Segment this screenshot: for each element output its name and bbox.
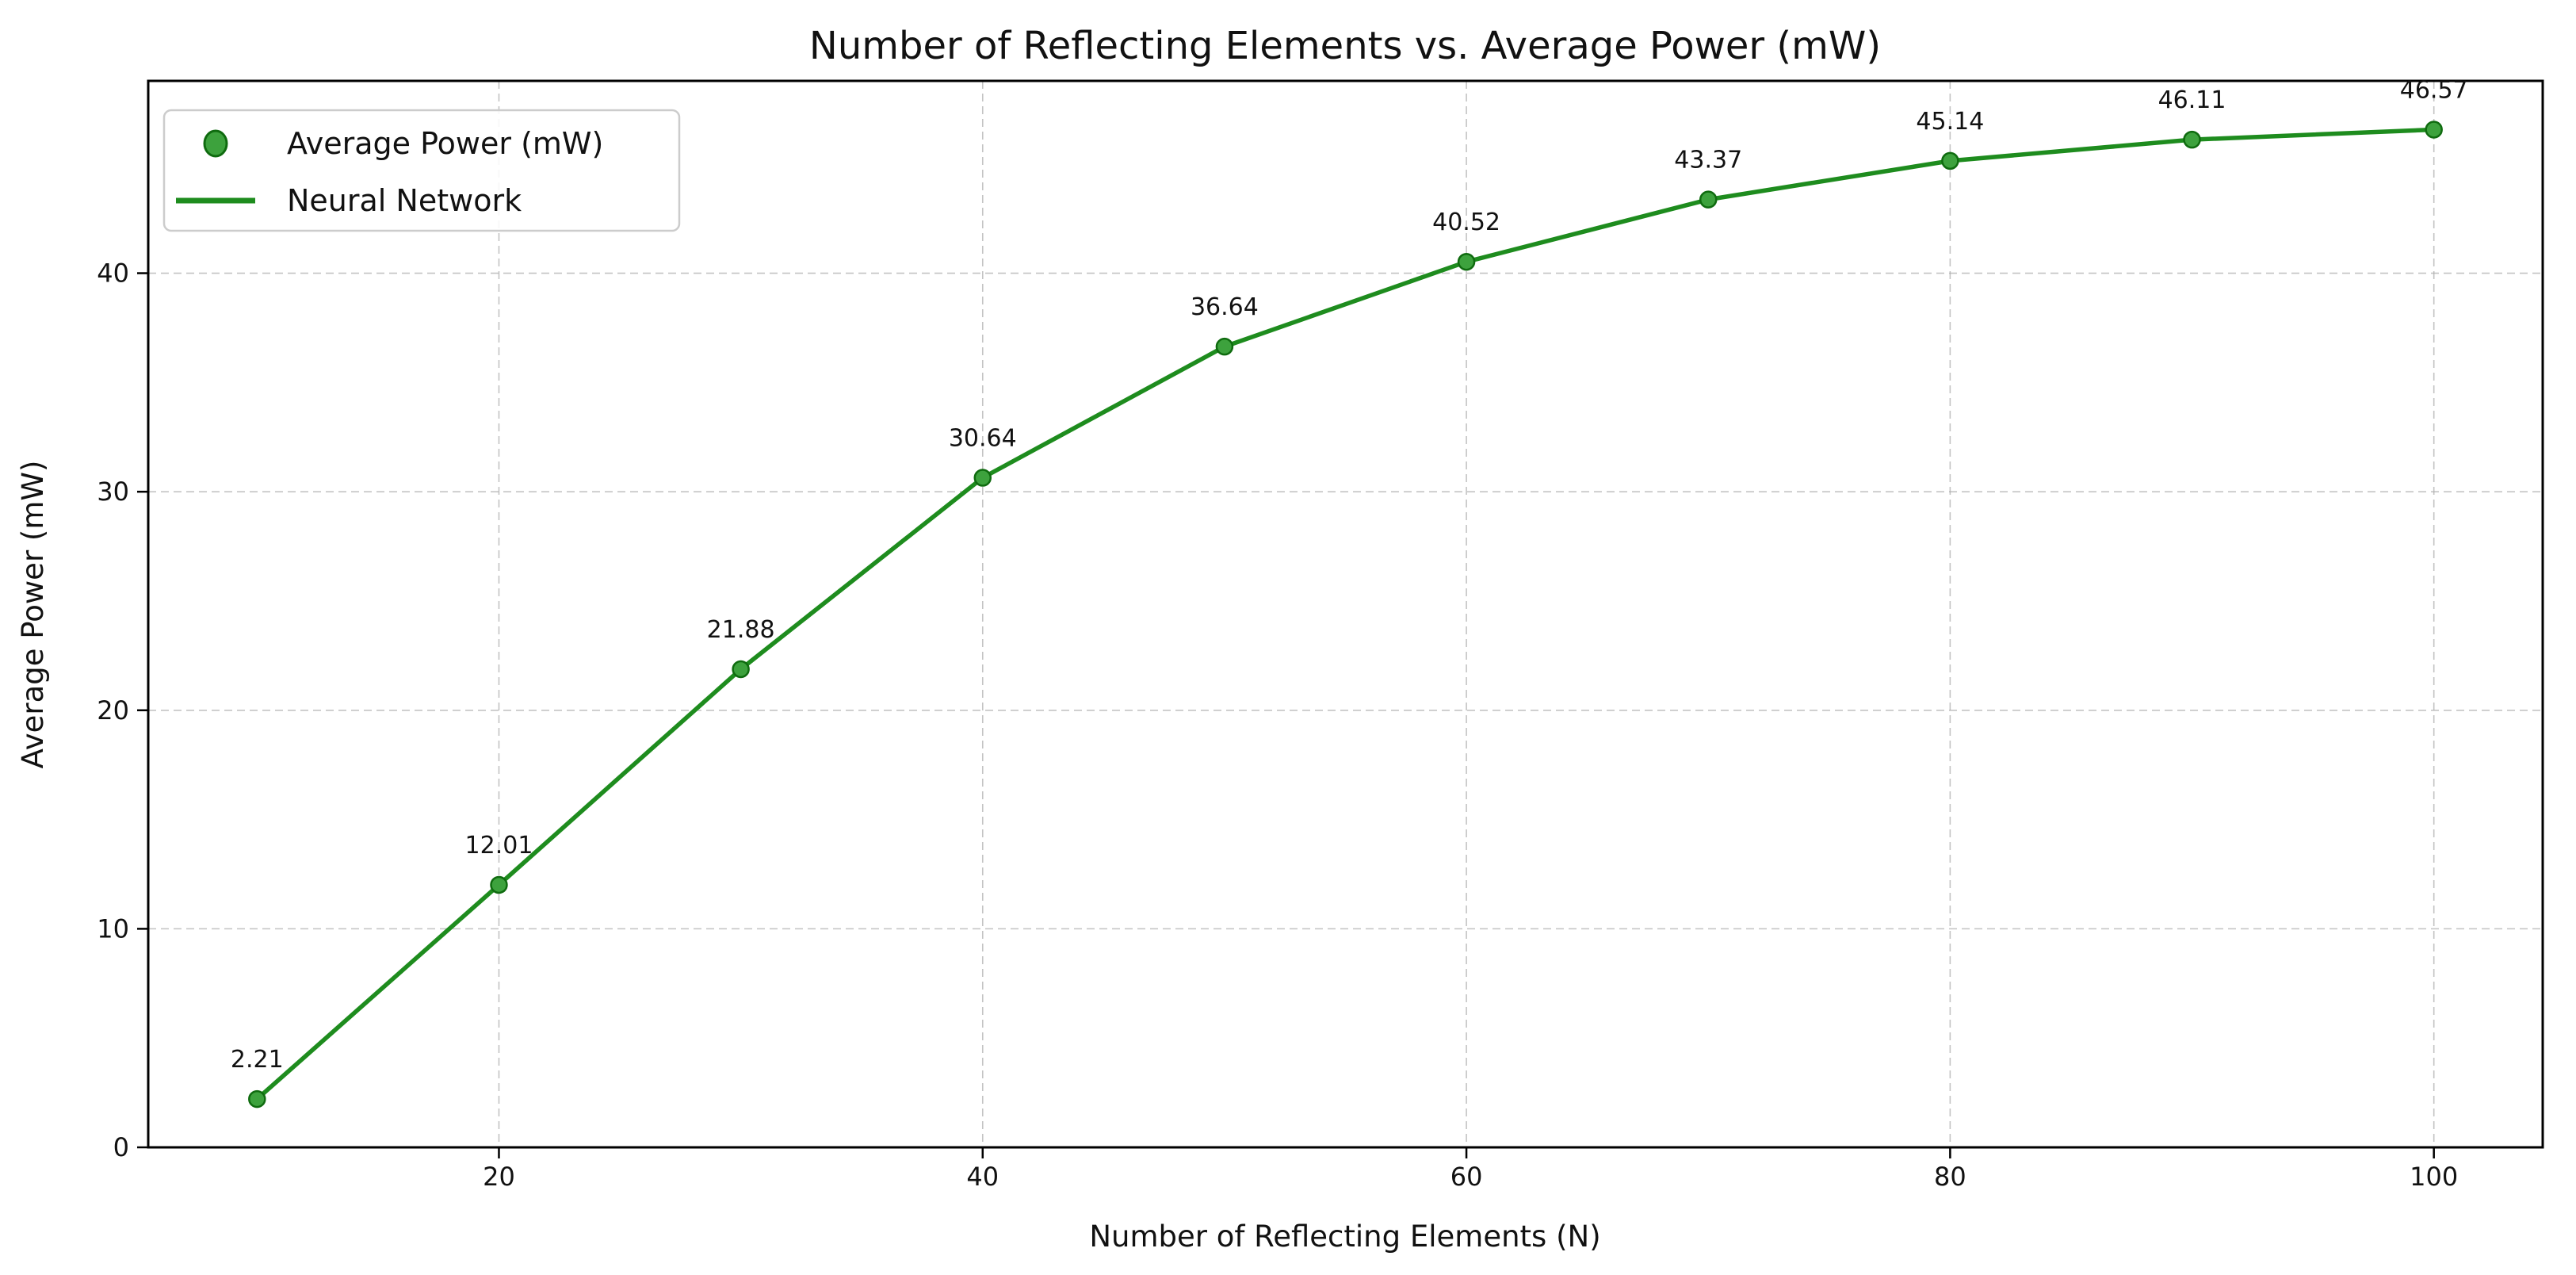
data-point [490, 875, 508, 894]
x-tick-label: 80 [1934, 1162, 1966, 1192]
legend: Average Power (mW) Neural Network [162, 109, 681, 232]
legend-scatter-marker-icon [203, 129, 228, 158]
data-point-label: 21.88 [707, 616, 775, 644]
data-point-label: 30.64 [949, 425, 1017, 453]
data-point-label: 40.52 [1432, 209, 1500, 236]
data-point-label: 43.37 [1674, 147, 1742, 174]
data-point-label: 46.11 [2158, 86, 2226, 114]
data-point-label: 36.64 [1191, 293, 1259, 321]
data-point [1699, 190, 1718, 209]
y-tick-label: 40 [97, 258, 129, 289]
data-point-label: 45.14 [1916, 108, 1984, 136]
data-point [732, 660, 750, 679]
y-tick-label: 10 [97, 913, 129, 944]
data-point-label: 46.57 [2400, 76, 2468, 104]
legend-entry-neural-network: Neural Network [287, 183, 522, 218]
x-tick-label: 20 [483, 1162, 515, 1192]
data-point [1215, 337, 1234, 356]
y-tick-label: 20 [97, 695, 129, 726]
axes-layer: 20 40 60 80 100 0 10 20 30 40 [97, 79, 2544, 1192]
data-point [973, 469, 992, 487]
x-tick-label: 40 [966, 1162, 999, 1192]
grid-layer [148, 81, 2543, 1148]
chart-title: Number of Reflecting Elements vs. Averag… [809, 24, 1881, 68]
data-point [2183, 130, 2201, 149]
data-point [1941, 151, 1959, 170]
data-point-label: 2.21 [231, 1046, 284, 1074]
x-axis-label: Number of Reflecting Elements (N) [1089, 1219, 1600, 1254]
data-point [248, 1089, 266, 1108]
x-tick-label: 100 [2410, 1162, 2458, 1192]
legend-box [162, 109, 681, 232]
data-point [1457, 252, 1476, 271]
y-axis-label: Average Power (mW) [16, 461, 50, 769]
data-point [2425, 121, 2443, 139]
neural-network-line [254, 127, 2436, 1101]
annotations-layer: 2.21 12.01 21.88 30.64 36.64 40.52 43.37 45.14 4… [231, 76, 2468, 1074]
y-tick-label: 0 [113, 1132, 129, 1162]
data-point-label: 12.01 [465, 832, 533, 860]
y-tick-label: 30 [97, 477, 129, 507]
plot-spines [147, 79, 2544, 1149]
series-layer [248, 121, 2443, 1108]
x-tick-label: 60 [1450, 1162, 1483, 1192]
legend-entry-average-power: Average Power (mW) [287, 126, 603, 161]
